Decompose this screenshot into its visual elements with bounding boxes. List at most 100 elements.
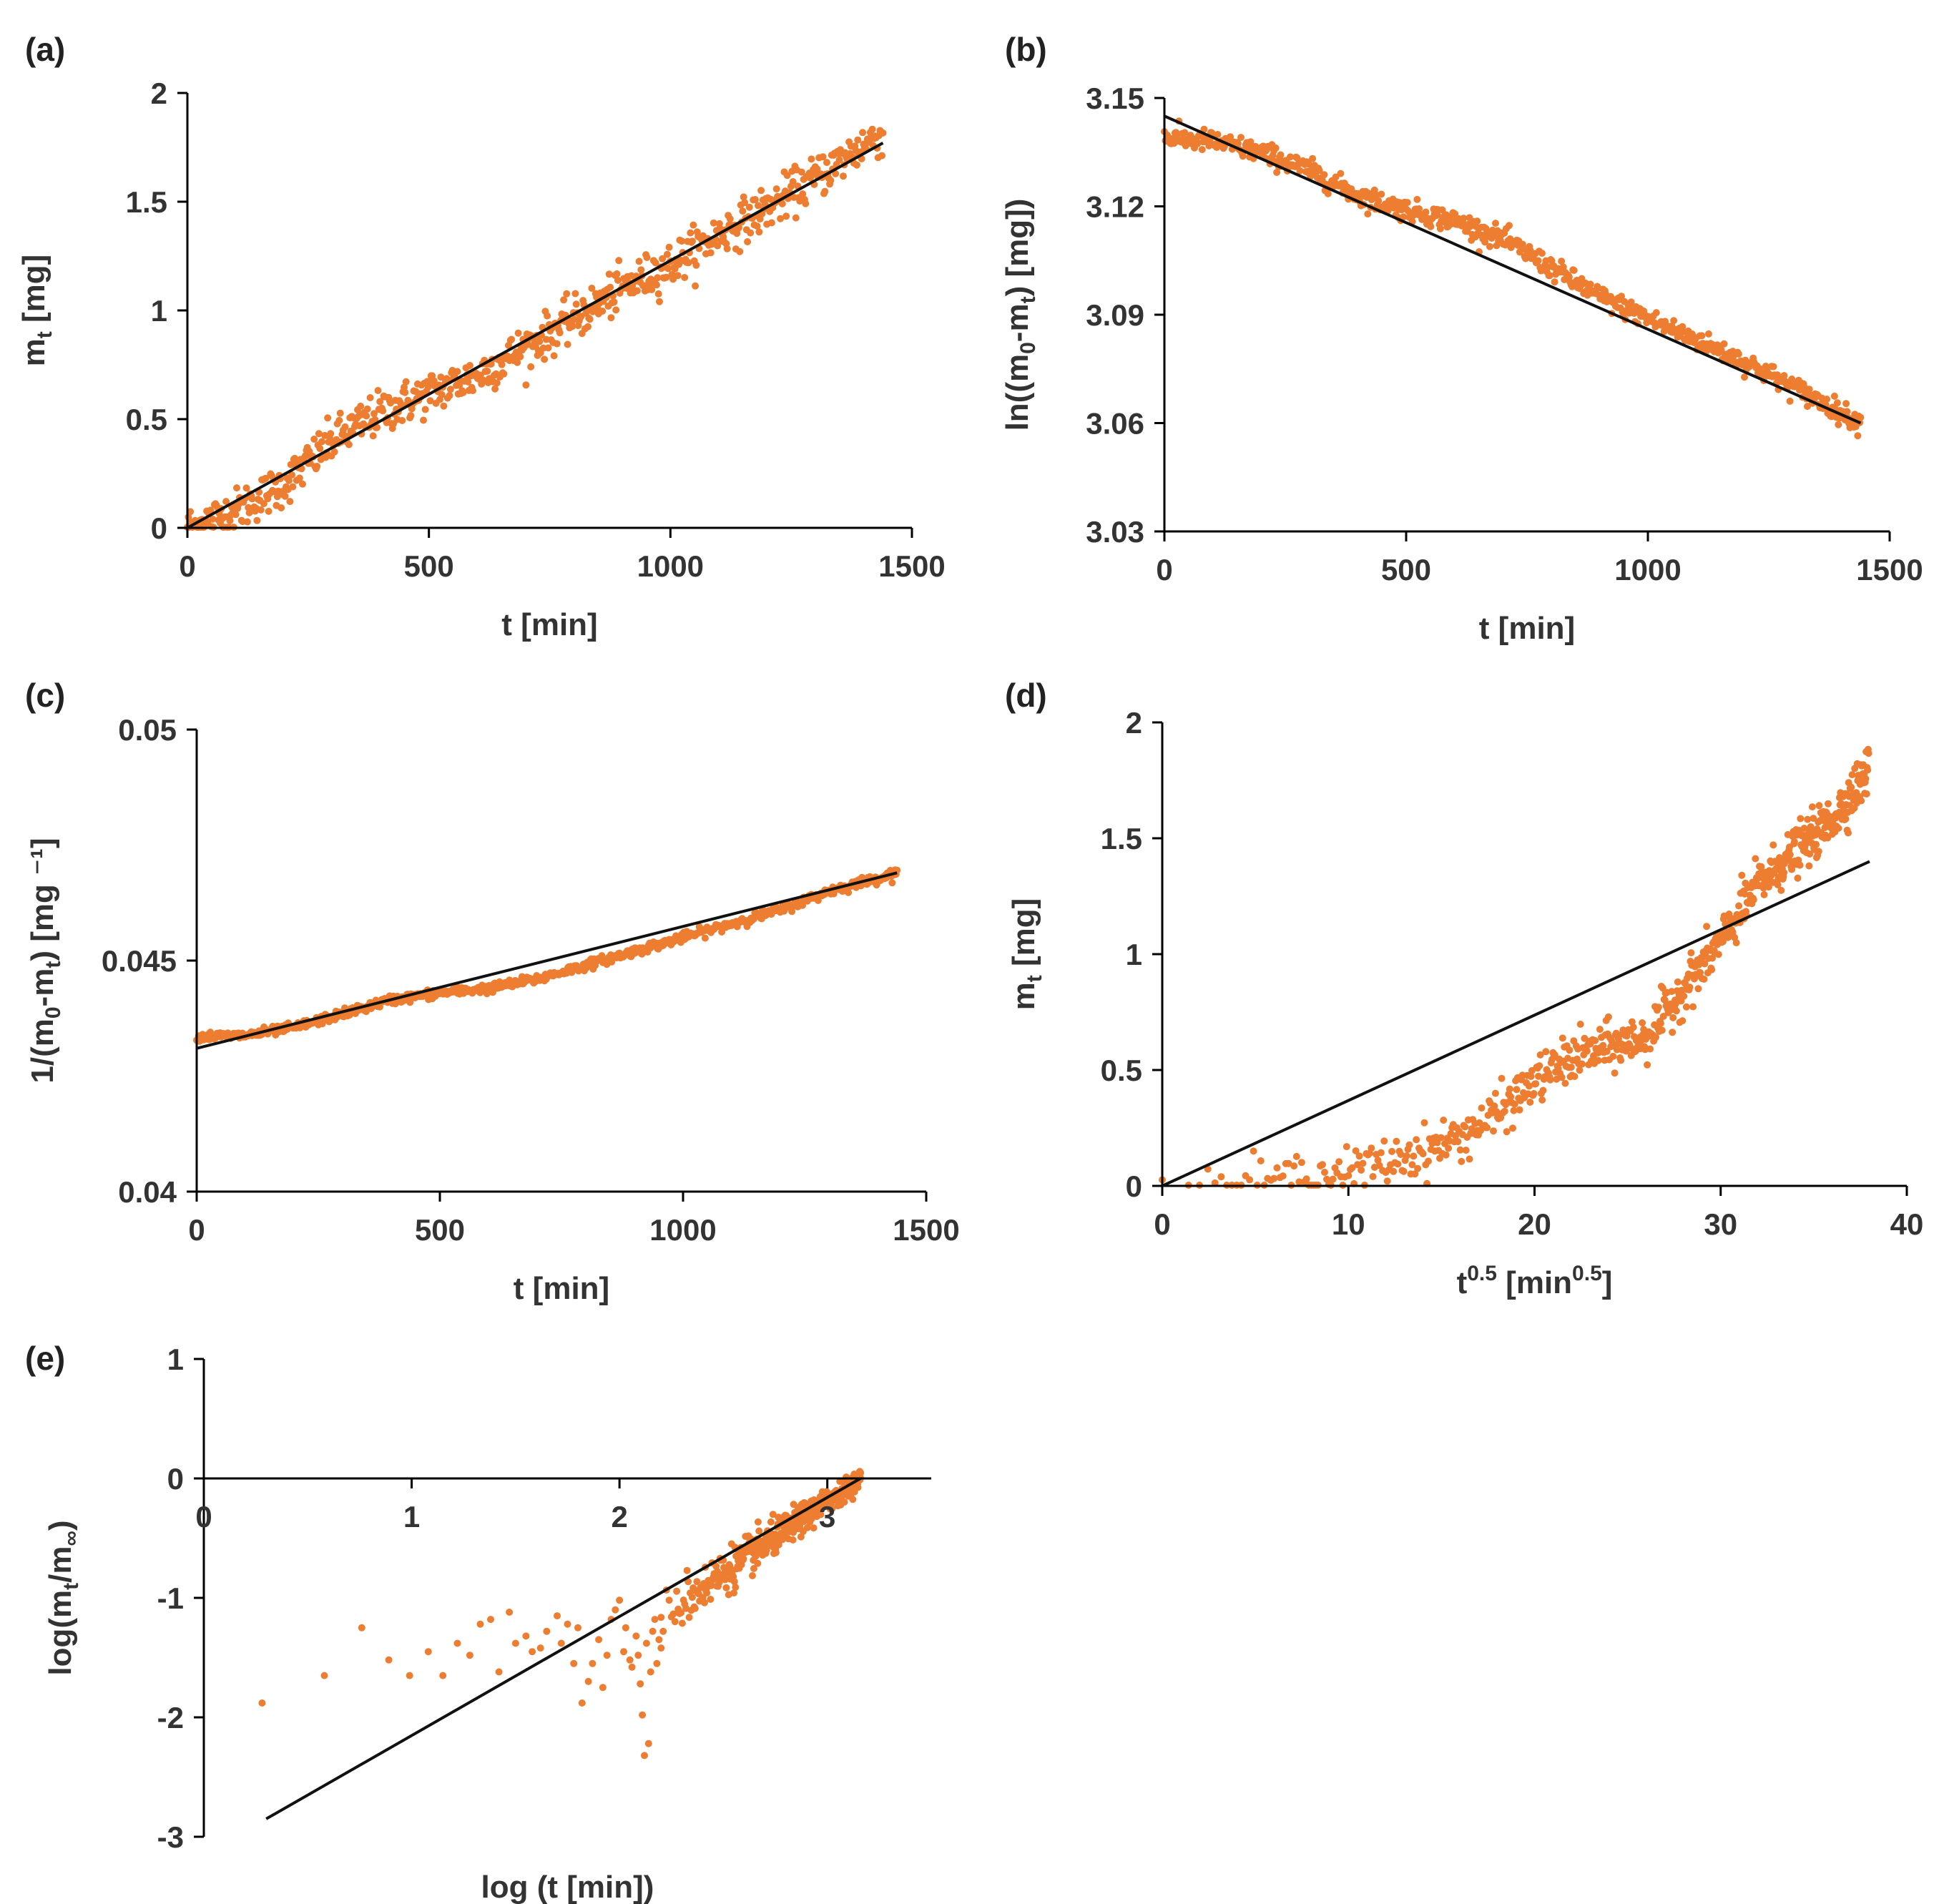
data-point <box>1507 1093 1515 1101</box>
data-point <box>1456 1146 1464 1154</box>
data-point <box>740 1555 747 1563</box>
data-point <box>1536 1062 1543 1070</box>
data-point <box>1599 1041 1607 1049</box>
data-point <box>446 392 453 399</box>
data-point <box>1433 1139 1441 1147</box>
data-point <box>612 306 620 314</box>
y-tick-label: 1.5 <box>1101 822 1142 855</box>
data-point <box>1611 1069 1619 1077</box>
x-tick-label: 1500 <box>878 549 945 583</box>
data-point <box>1698 332 1706 340</box>
data-point <box>730 1589 737 1597</box>
data-point <box>1559 263 1567 271</box>
data-point <box>755 202 762 210</box>
data-point <box>745 203 753 211</box>
data-point <box>792 214 800 222</box>
data-point <box>693 1578 701 1586</box>
data-point <box>544 312 551 320</box>
panel-label: (d) <box>1005 677 1047 714</box>
data-point <box>1567 1064 1575 1071</box>
data-point <box>635 257 643 265</box>
data-point <box>1735 902 1743 910</box>
data-point <box>588 285 596 292</box>
fit-line <box>265 1477 862 1820</box>
data-point <box>1380 1137 1388 1145</box>
data-point <box>767 219 775 227</box>
fit-line <box>196 871 898 1050</box>
data-point <box>1776 854 1783 862</box>
data-point <box>1491 1089 1499 1097</box>
data-point <box>817 1511 825 1518</box>
data-point <box>789 178 797 185</box>
data-point <box>1694 985 1702 993</box>
data-point <box>1862 790 1870 798</box>
data-point <box>1378 190 1385 198</box>
data-point <box>654 274 662 282</box>
data-point <box>1542 1048 1550 1056</box>
data-point <box>1237 134 1245 142</box>
y-tick-label: 0.5 <box>1101 1054 1142 1087</box>
data-point <box>1181 129 1189 137</box>
data-point <box>1672 1000 1679 1008</box>
data-point <box>1833 399 1841 407</box>
data-point <box>827 177 835 185</box>
data-point <box>735 224 742 232</box>
data-point <box>681 274 689 281</box>
data-point <box>1390 1167 1398 1175</box>
data-point <box>373 423 381 431</box>
data-point <box>299 480 306 488</box>
data-point <box>810 1524 818 1532</box>
data-point <box>747 229 755 237</box>
data-point <box>1295 1178 1303 1186</box>
data-point <box>529 1648 536 1656</box>
data-point <box>739 207 747 215</box>
data-point <box>1538 250 1546 257</box>
data-point <box>330 448 338 456</box>
data-point <box>634 1652 642 1659</box>
data-point <box>453 368 461 376</box>
data-point <box>1732 939 1740 947</box>
data-point <box>315 430 323 438</box>
data-point <box>1410 1152 1418 1160</box>
data-point <box>1808 803 1816 811</box>
data-point <box>1865 750 1872 757</box>
fit-line <box>1164 114 1862 425</box>
data-point <box>701 1599 708 1606</box>
data-point <box>1462 1147 1470 1154</box>
data-point <box>1411 1170 1419 1178</box>
data-point <box>281 492 289 500</box>
data-point <box>637 266 645 274</box>
data-point <box>1845 829 1852 837</box>
data-point <box>1358 1166 1365 1174</box>
data-point <box>648 286 656 293</box>
data-point <box>1451 210 1459 217</box>
data-point <box>1413 1136 1420 1144</box>
data-point <box>1287 153 1294 161</box>
data-point <box>570 1659 578 1667</box>
data-point <box>1438 206 1446 214</box>
data-point <box>678 237 686 245</box>
data-point <box>316 445 324 453</box>
y-tick-label: 3.03 <box>1086 515 1144 549</box>
data-point <box>1689 1003 1697 1011</box>
data-point <box>1270 1174 1278 1182</box>
x-tick-label: 2 <box>611 1500 627 1533</box>
data-point <box>258 1699 266 1707</box>
data-point <box>1506 1085 1513 1093</box>
data-point <box>543 1627 551 1635</box>
data-point <box>633 287 641 295</box>
data-point <box>740 193 747 201</box>
y-tick-label: 0 <box>1126 1169 1142 1203</box>
data-point <box>1566 1046 1574 1054</box>
data-point <box>615 257 623 265</box>
x-tick-label: 1000 <box>1614 553 1681 587</box>
data-point <box>628 1663 636 1671</box>
data-point <box>522 1632 530 1640</box>
data-point <box>1319 1161 1326 1169</box>
data-point <box>1609 1052 1617 1060</box>
data-point <box>807 155 815 163</box>
data-point <box>1576 1066 1584 1074</box>
data-point <box>1741 890 1749 898</box>
data-point <box>1842 815 1850 823</box>
